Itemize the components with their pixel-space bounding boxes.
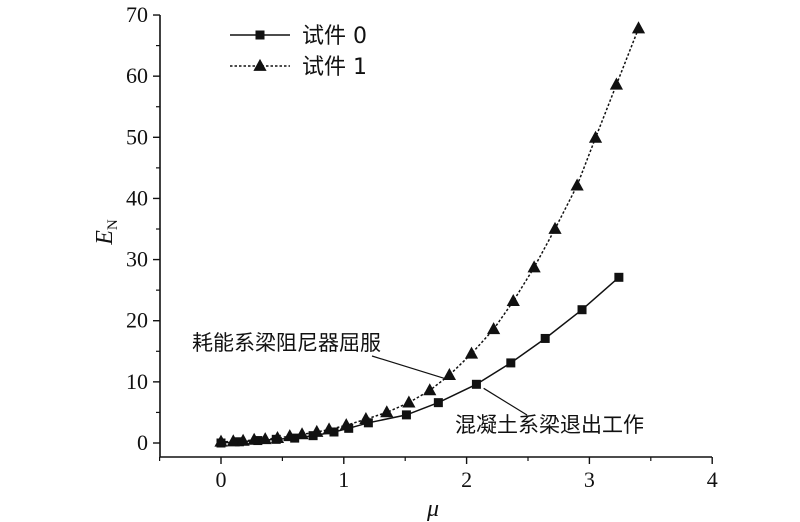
data-point — [442, 367, 457, 380]
x-tick-label: 3 — [584, 467, 595, 492]
data-point — [270, 430, 285, 443]
annotation-label: 耗能系梁阻尼器屈服 — [192, 331, 381, 355]
series-1 — [214, 21, 646, 447]
y-tick-label: 40 — [126, 185, 148, 210]
data-point — [283, 429, 297, 442]
annotation-leader — [371, 355, 446, 380]
legend-marker — [253, 58, 267, 71]
data-point — [402, 395, 416, 408]
x-axis-title: μ — [426, 496, 439, 522]
data-point — [295, 427, 309, 440]
data-point — [506, 358, 516, 368]
x-tick-label: 0 — [216, 467, 227, 492]
y-tick-label: 70 — [126, 2, 148, 27]
data-point — [258, 432, 272, 445]
data-point — [226, 434, 240, 447]
annotation-leader — [483, 387, 528, 416]
x-tick-label: 1 — [338, 467, 349, 492]
y-tick-label: 20 — [126, 308, 148, 333]
y-tick-label: 10 — [126, 369, 148, 394]
y-tick-label: 50 — [126, 124, 148, 149]
data-point — [548, 221, 562, 234]
data-point — [506, 293, 520, 307]
series-layer — [214, 21, 646, 448]
data-point — [247, 432, 261, 445]
series-line — [220, 28, 640, 443]
data-point — [487, 322, 501, 335]
data-point — [214, 434, 228, 447]
data-point — [464, 346, 479, 359]
y-tick-label: 60 — [126, 63, 148, 88]
data-point — [310, 424, 324, 437]
data-point — [359, 411, 373, 425]
axes: 0 10 20 30 40 50 60 70 0 1 2 3 4 μ EN — [92, 2, 718, 522]
data-point — [570, 178, 584, 191]
data-point — [423, 383, 437, 396]
legend-marker — [255, 30, 265, 40]
data-point — [540, 333, 550, 343]
annotation-label: 混凝土系梁退出工作 — [455, 413, 644, 437]
legend-label: 试件 0 — [302, 24, 367, 49]
data-point — [609, 77, 624, 90]
data-point — [401, 410, 411, 420]
y-axis-title: EN — [92, 219, 121, 246]
data-point — [380, 405, 394, 418]
data-point — [614, 272, 624, 282]
legend: 试件 0 试件 1 — [230, 24, 367, 80]
data-point — [433, 398, 443, 408]
y-axis-title-main: E — [92, 230, 118, 246]
legend-item-1: 试件 1 — [230, 55, 367, 80]
data-point — [322, 422, 336, 435]
data-point — [577, 305, 587, 315]
data-point — [631, 21, 646, 34]
y-tick-label: 30 — [126, 247, 148, 272]
data-point — [527, 260, 541, 273]
x-tick-label: 2 — [461, 467, 472, 492]
data-point — [236, 433, 250, 446]
y-tick-label: 0 — [137, 430, 148, 455]
data-point — [471, 379, 481, 389]
legend-label: 试件 1 — [302, 55, 367, 80]
y-axis-title-sub: N — [105, 219, 121, 230]
x-tick-label: 4 — [707, 467, 718, 492]
data-point — [588, 130, 603, 143]
data-point — [339, 418, 353, 431]
legend-item-0: 试件 0 — [230, 24, 367, 49]
